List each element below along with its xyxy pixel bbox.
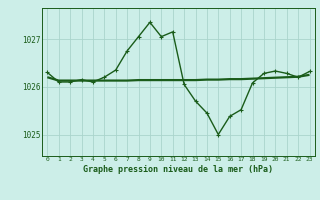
X-axis label: Graphe pression niveau de la mer (hPa): Graphe pression niveau de la mer (hPa) [84,165,273,174]
